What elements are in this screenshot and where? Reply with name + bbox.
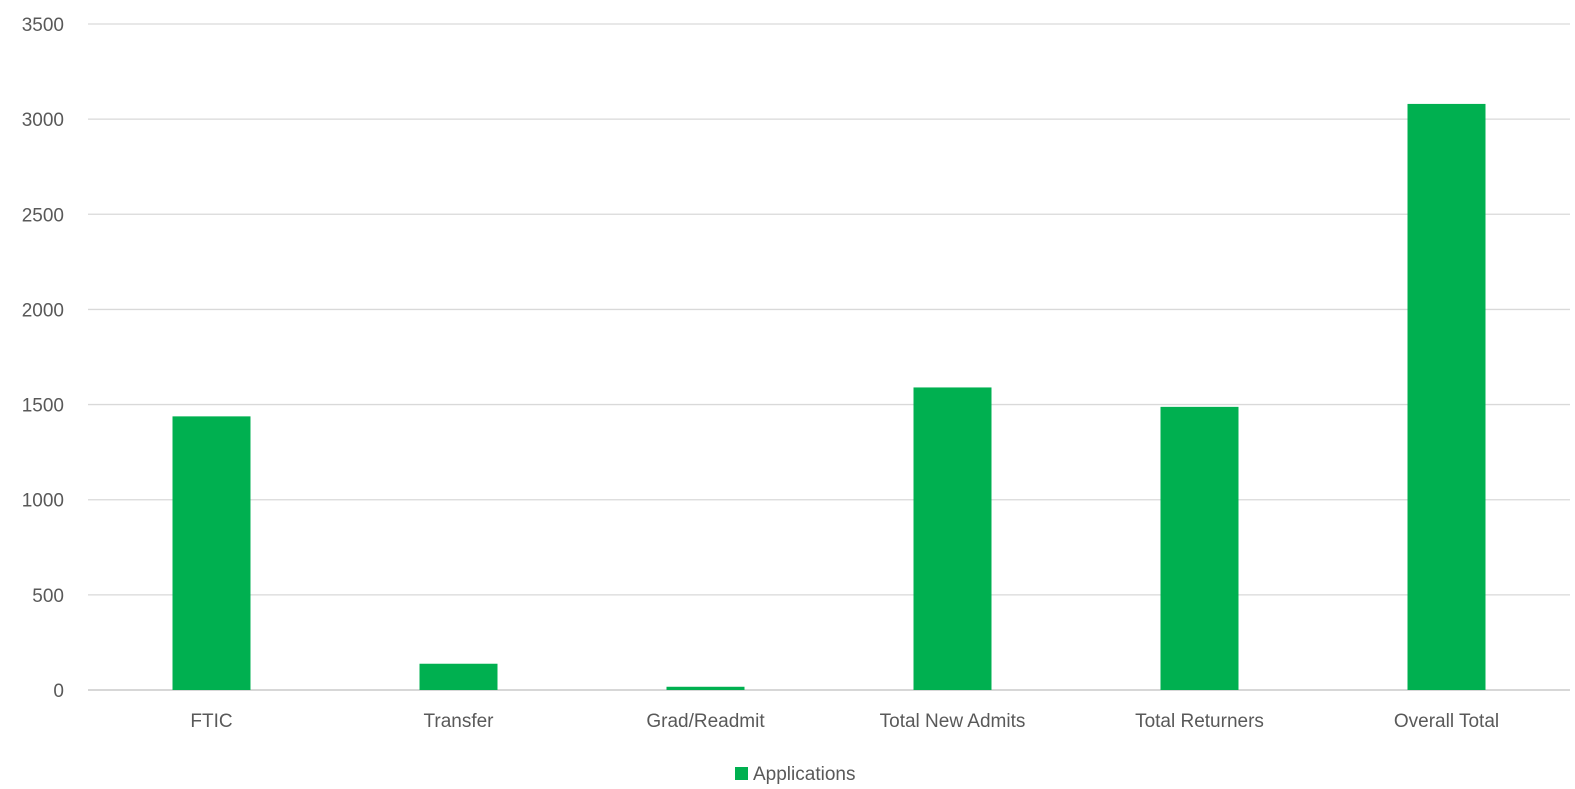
x-tick-label: FTIC [190, 711, 232, 732]
y-tick-label: 2500 [22, 205, 64, 226]
x-tick-label: Total New Admits [880, 711, 1026, 732]
x-tick-label: Transfer [423, 711, 494, 732]
y-tick-label: 3500 [22, 15, 64, 36]
y-tick-label: 2000 [22, 300, 64, 321]
x-tick-label: Grad/Readmit [646, 711, 765, 732]
y-tick-label: 3000 [22, 110, 64, 131]
y-tick-label: 500 [32, 586, 64, 607]
x-axis-tick-labels: FTIC Transfer Grad/Readmit Total New Admits… [190, 711, 1499, 732]
legend-swatch [735, 767, 748, 780]
bar-grad-readmit [666, 686, 745, 690]
x-tick-label: Total Returners [1135, 711, 1264, 732]
legend: Applications [735, 764, 855, 785]
y-tick-label: 1000 [22, 491, 64, 512]
legend-label: Applications [753, 764, 855, 785]
x-tick-label: Overall Total [1394, 711, 1499, 732]
gridlines [88, 23, 1570, 691]
y-tick-label: 0 [53, 681, 64, 702]
bar-total-new-admits [913, 387, 992, 690]
bar-total-returners [1160, 406, 1239, 690]
bars [172, 103, 1486, 691]
y-axis-tick-labels: 0 500 1000 1500 2000 2500 3000 3500 [22, 15, 64, 702]
bar-overall-total [1407, 103, 1486, 691]
bar-transfer [419, 663, 498, 690]
bar-ftic [172, 416, 251, 690]
y-tick-label: 1500 [22, 396, 64, 417]
